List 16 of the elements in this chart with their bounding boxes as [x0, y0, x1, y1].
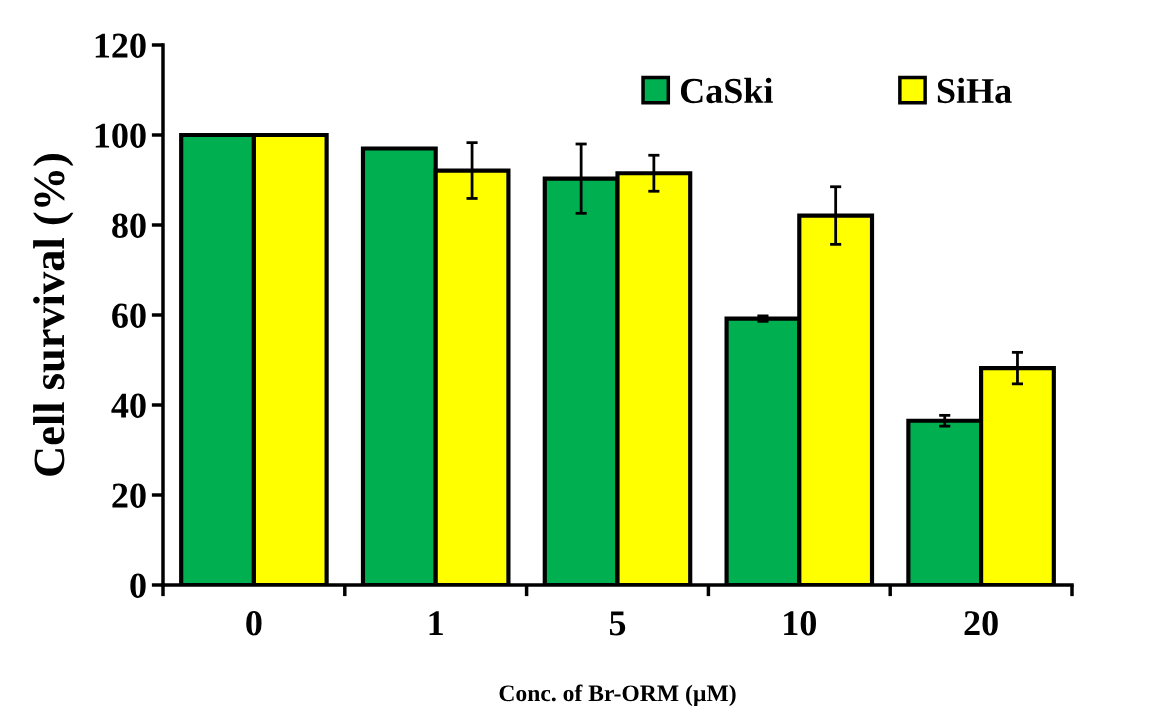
y-tick-label: 20 — [112, 483, 146, 508]
y-axis-title: Cell survival (%) — [33, 154, 74, 476]
y-tick-label: 120 — [95, 33, 146, 58]
legend-label: CaSki — [680, 77, 773, 104]
y-tick-label: 100 — [95, 123, 146, 148]
y-tick-label: 80 — [112, 213, 146, 238]
legend-label: SiHa — [937, 77, 1012, 104]
x-tick-label: 10 — [784, 611, 816, 636]
y-tick-label: 40 — [111, 393, 146, 418]
y-tick-label: 60 — [112, 303, 146, 328]
x-axis-title: Conc. of Br-ORM (µM) — [499, 684, 736, 707]
y-tick-label: 0 — [130, 573, 146, 598]
x-tick-label: 0 — [246, 611, 262, 636]
x-tick-label: 5 — [609, 611, 626, 636]
x-tick-label: 20 — [964, 611, 998, 636]
x-tick-label: 1 — [429, 611, 443, 636]
